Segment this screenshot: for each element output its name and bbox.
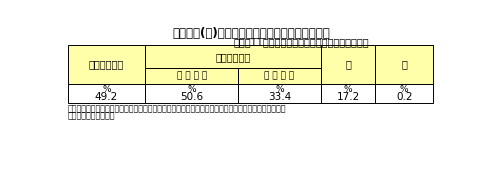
Text: %: %: [344, 85, 353, 94]
Text: 明: 明: [401, 60, 407, 70]
Bar: [145, 45, 321, 68]
Text: 不: 不: [345, 60, 351, 70]
Text: 49.2: 49.2: [95, 92, 118, 102]
Text: 0.2: 0.2: [396, 92, 412, 102]
Text: %: %: [102, 85, 110, 94]
Bar: [145, 84, 238, 103]
Text: 17.2: 17.2: [336, 92, 360, 102]
Bar: [238, 84, 321, 103]
Text: （注）「総合勘案」とは、予め定められた給与額表以外の何らかの客観的なルールに基づいて決定して: （注）「総合勘案」とは、予め定められた給与額表以外の何らかの客観的なルールに基づ…: [68, 105, 286, 114]
Text: 給与額表なし: 給与額表なし: [216, 52, 251, 62]
Text: %: %: [400, 85, 409, 94]
Bar: [238, 68, 321, 84]
Bar: [68, 45, 145, 84]
Text: 給与額表あり: 給与額表あり: [89, 60, 124, 70]
Bar: [375, 84, 434, 103]
Text: 総 合 勘 案: 総 合 勘 案: [176, 72, 207, 81]
Text: 基 準 な し: 基 準 な し: [265, 72, 295, 81]
Text: %: %: [187, 85, 196, 94]
Text: いる場合をいう。: いる場合をいう。: [68, 112, 115, 121]
Bar: [68, 84, 145, 103]
Bar: [321, 45, 375, 84]
Text: （平成11年職種別民間給与実態調査の特別調査）: （平成11年職種別民間給与実態調査の特別調査）: [234, 38, 369, 48]
Bar: [375, 45, 434, 84]
Text: %: %: [275, 85, 284, 94]
Text: 表２－４(５)　特別調査の給与の決定基準の状況: 表２－４(５) 特別調査の給与の決定基準の状況: [172, 27, 330, 40]
Text: 33.4: 33.4: [268, 92, 291, 102]
Bar: [145, 68, 238, 84]
Text: 50.6: 50.6: [180, 92, 203, 102]
Bar: [321, 84, 375, 103]
